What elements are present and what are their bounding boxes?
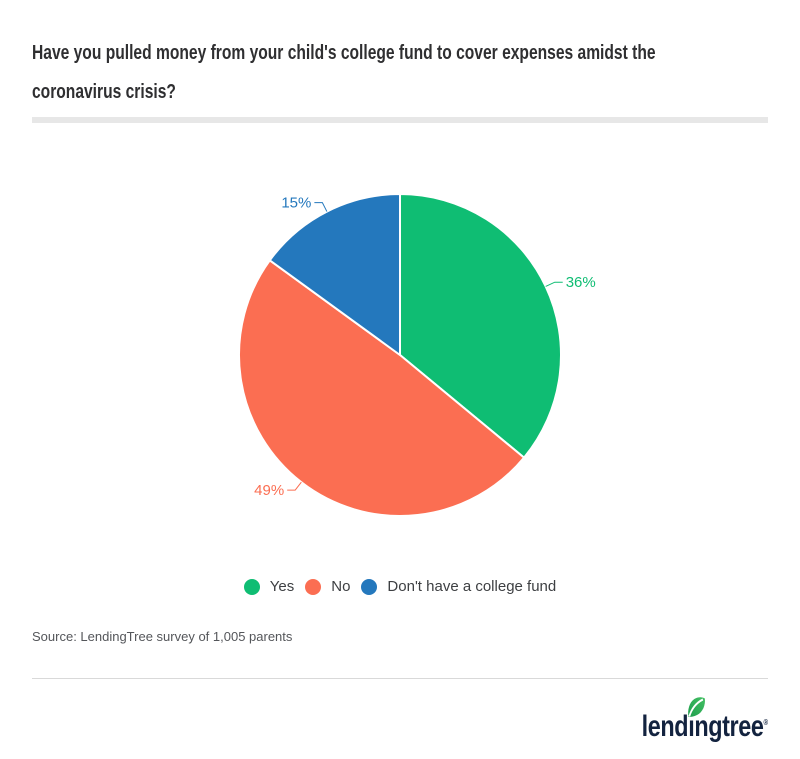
logo-letter-i: ı <box>687 697 705 742</box>
legend-label: Yes <box>269 578 295 595</box>
legend-dot-don-t-have-a-college-fund <box>361 578 378 595</box>
logo-text-before: lend <box>641 710 689 743</box>
pie-percent-label-no: 49% <box>254 482 284 499</box>
leaf-icon <box>687 697 705 717</box>
label-leader-line-yes <box>545 281 563 287</box>
chart-title-line-1: Have you pulled money from your child's … <box>32 42 656 64</box>
pie-percent-label-don-t-have-a-college-fund: 15% <box>281 195 311 212</box>
chart-legend: Yes No Don't have a college fund <box>0 578 800 595</box>
footer-divider <box>32 678 768 679</box>
legend-dot-yes <box>243 578 260 595</box>
label-leader-line-no <box>287 481 302 491</box>
legend-item-no: No <box>305 578 350 595</box>
source-note: Source: LendingTree survey of 1,005 pare… <box>32 629 293 644</box>
pie-slice-no <box>238 259 526 517</box>
legend-item-yes: Yes <box>243 578 295 595</box>
pie-chart: 36% 49% 15% <box>238 193 596 517</box>
pie-percent-label-yes: 36% <box>566 274 596 291</box>
legend-label: No <box>331 578 351 595</box>
pie-slice-yes <box>399 193 562 459</box>
legend-label: Don't have a college fund <box>387 578 557 595</box>
pie-slice-don-t-have-a-college-fund <box>268 193 401 356</box>
logo-text-after: ngtree <box>694 710 764 743</box>
chart-title-line-2: coronavirus crisis? <box>32 81 176 103</box>
label-leader-line-don-t-have-a-college-fund <box>314 202 328 212</box>
chart-title: Have you pulled money from your child's … <box>32 34 656 112</box>
registered-mark: ® <box>763 718 768 727</box>
lendingtree-logo: lendı ngtree® <box>606 697 768 743</box>
legend-dot-no <box>305 578 322 595</box>
title-divider <box>32 117 768 123</box>
legend-item-don-t-have-a-college-fund: Don't have a college fund <box>361 578 556 595</box>
